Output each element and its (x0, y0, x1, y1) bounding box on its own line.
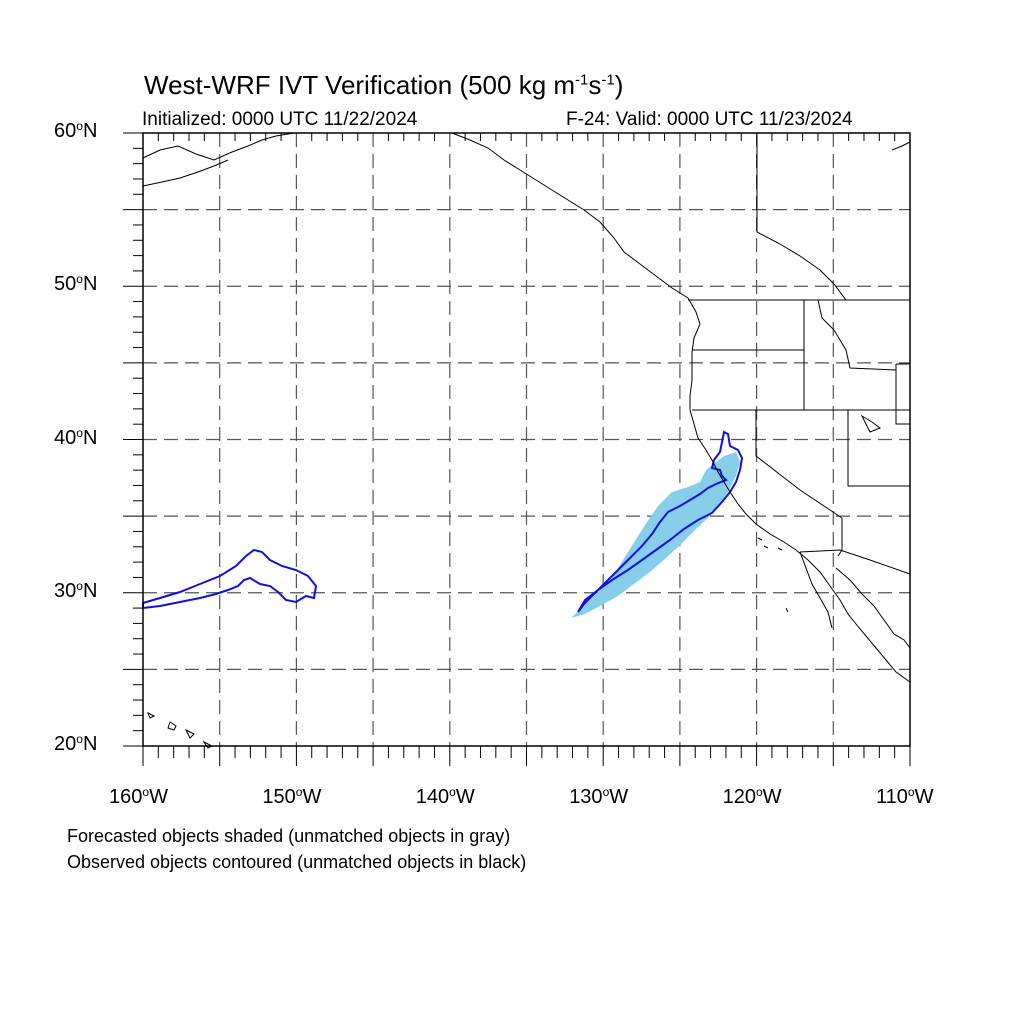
forecast-object-shading (571, 452, 740, 618)
observed-legend-note: Observed objects contoured (unmatched ob… (67, 852, 527, 872)
observed-object-contour-west (142, 548, 318, 610)
map-title: West-WRF IVT Verification (500 kg m-1s-1… (144, 70, 624, 100)
longitude-label: 110oW (876, 785, 934, 808)
forecast-legend-note: Forecasted objects shaded (unmatched obj… (67, 826, 511, 846)
observed-object-contour-east (577, 430, 744, 613)
initialized-time: Initialized: 0000 UTC 11/22/2024 (142, 109, 418, 130)
grid-lines (143, 133, 910, 746)
longitude-label: 130oW (569, 785, 629, 808)
valid-time: F-24: Valid: 0000 UTC 11/23/2024 (566, 109, 853, 130)
longitude-label: 120oW (722, 785, 782, 808)
axis-ticks (123, 132, 911, 766)
longitude-label: 160oW (109, 785, 168, 808)
latitude-label: 50oN (54, 272, 98, 296)
latitude-label: 30oN (54, 578, 98, 602)
longitude-label: 150oW (262, 785, 322, 808)
latitude-label: 60oN (54, 119, 98, 142)
channel-islands (757, 537, 789, 613)
latitude-label: 40oN (54, 425, 98, 449)
latitude-label: 20oN (54, 732, 98, 755)
political-boundaries (688, 133, 911, 575)
longitude-label: 140oW (415, 785, 475, 808)
coastlines (142, 132, 911, 749)
